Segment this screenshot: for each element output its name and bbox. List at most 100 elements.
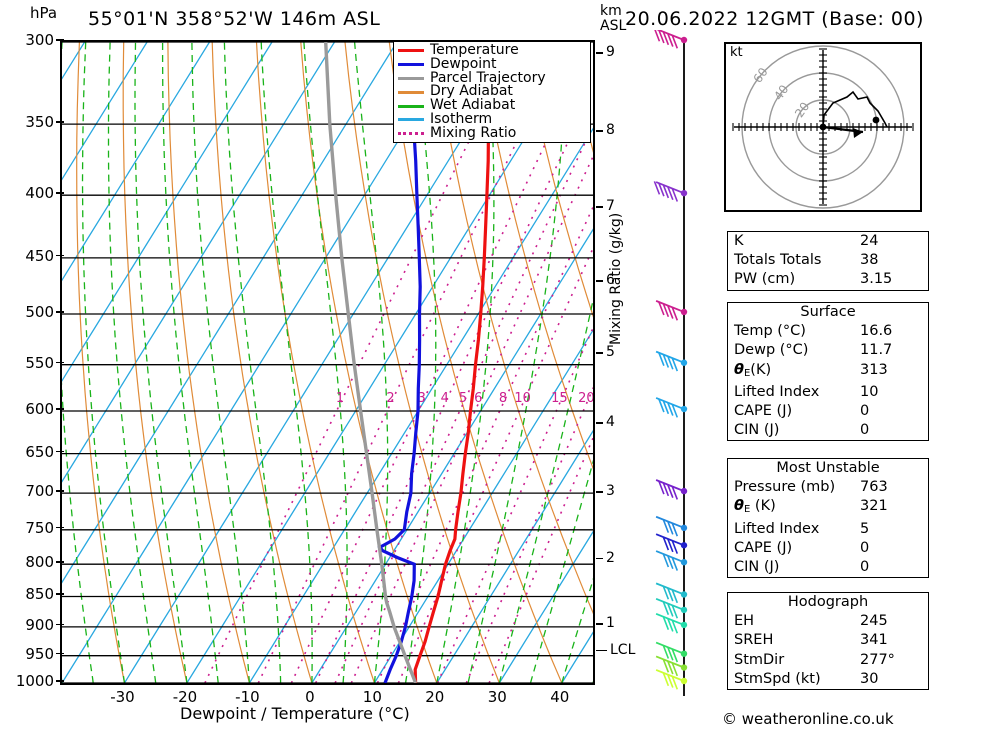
pressure-tick [56, 561, 64, 563]
pressure-tick-label: 500 [25, 302, 54, 321]
height-tick [596, 422, 603, 425]
page-title: 55°01'N 358°52'W 146m ASL [88, 8, 381, 30]
pressure-tick-label: 750 [25, 518, 54, 537]
x-axis-title: Dewpoint / Temperature (°C) [180, 704, 410, 723]
legend-item: Temperature [398, 42, 586, 58]
wind-barb [655, 533, 688, 554]
mixing-ratio-line [204, 131, 475, 683]
wind-barb [653, 27, 688, 49]
skewt-diagram[interactable]: 1 2 3 4 5 6 8 10 15 20 [60, 40, 595, 685]
pressure-tick-label: 350 [25, 113, 54, 132]
height-tick-label: 7 [606, 198, 615, 215]
panel-row-key: EH [734, 613, 755, 630]
panel-row-key: Lifted Index [734, 383, 820, 400]
panel-row: Dewp (°C) 11.7 [728, 341, 928, 360]
pressure-tick [56, 652, 64, 655]
mixing-ratio-label: 15 [551, 391, 568, 406]
pressure-tick-label: 900 [25, 615, 54, 634]
legend-label: Mixing Ratio [430, 124, 517, 141]
pressure-tick-label: 550 [25, 353, 54, 372]
wet-adiabat-line [81, 42, 126, 683]
panel-row-value: 341 [860, 632, 888, 649]
height-tick-label: 8 [606, 122, 615, 139]
temperature-tick-label: -10 [235, 688, 260, 706]
isotherm-line [498, 530, 593, 683]
temperature-tick-label: 20 [425, 688, 445, 706]
date-title: 20.06.2022 12GMT (Base: 00) [625, 8, 924, 30]
panel-row-key: Pressure (mb) [734, 479, 836, 496]
legend-swatch [398, 63, 424, 67]
legend-label: Dry Adiabat [430, 83, 513, 100]
dry-adiabat-line [122, 42, 188, 683]
panel-row: CIN (J) 0 [728, 421, 928, 440]
legend-item: Wet Adiabat [398, 97, 586, 114]
panel-row: SREH 341 [728, 631, 928, 650]
panel-row-value: 245 [860, 613, 888, 630]
panel-row-value: 5 [860, 520, 870, 537]
panel-row-value: 3.15 [860, 271, 893, 288]
panel-row-value: 0 [860, 422, 870, 439]
pressure-tick [56, 490, 64, 492]
mixing-ratio-label: 10 [514, 391, 531, 406]
panel-row-value: 0 [860, 539, 870, 556]
panel-row: Pressure (mb) 763 [728, 478, 928, 497]
storm-motion-arrow [853, 128, 863, 138]
panel-row-key: PW (cm) [734, 271, 796, 288]
legend-label: Temperature [430, 42, 519, 58]
skewt-canvas: 1 2 3 4 5 6 8 10 15 20 [62, 42, 593, 683]
height-tick-label: 6 [606, 272, 615, 289]
legend-item: Parcel Trajectory [398, 71, 586, 86]
panel-row-key: Lifted Index [734, 520, 820, 537]
temperature-tick-label: 40 [550, 688, 570, 706]
panel-row-key: StmSpd (kt) [734, 670, 821, 687]
panel-row-value: 0 [860, 403, 870, 420]
panel-row-value: 30 [860, 670, 879, 687]
wind-barb [655, 582, 688, 604]
panel-row-value: 0 [860, 559, 870, 576]
panel-row: EH 245 [728, 612, 928, 631]
panel-row: CIN (J) 0 [728, 558, 928, 577]
mixing-ratio-line [488, 436, 593, 683]
pressure-tick-label: 450 [25, 246, 54, 265]
dry-adiabat-line [76, 42, 126, 683]
height-tick-label: 9 [606, 44, 615, 61]
panel-row-value: 10 [860, 383, 879, 400]
wet-adiabat-line [260, 42, 313, 683]
pressure-tick [56, 526, 64, 529]
legend-item: Mixing Ratio [398, 124, 586, 141]
panel-row-key: Totals Totals [734, 252, 822, 269]
wet-adiabat-line [161, 42, 219, 683]
mixing-ratio-label: 6 [474, 391, 482, 406]
hodograph-plot[interactable]: 20 40 60 [724, 36, 922, 218]
dewpoint-curve [377, 42, 422, 683]
height-tick [596, 557, 603, 560]
mixing-ratio-label: 3 [418, 391, 426, 406]
mixing-ratio-line [314, 131, 574, 683]
pressure-tick-label: 1000 [15, 672, 54, 690]
panel-row-key: θE (K) [734, 498, 776, 516]
legend-label: Wet Adiabat [430, 97, 516, 114]
panel-row: Lifted Index 10 [728, 383, 928, 402]
mixing-ratio-label: 1 [336, 391, 344, 406]
panel-row: CAPE (J) 0 [728, 402, 928, 421]
pressure-unit-label: hPa [30, 4, 58, 22]
pressure-tick [56, 623, 64, 626]
panel-row-value: 11.7 [860, 342, 893, 359]
wind-barb [655, 550, 688, 571]
height-tick-label: 5 [606, 344, 615, 361]
dry-adiabat-line [211, 42, 313, 683]
wind-barb [655, 669, 688, 690]
panel-title: Most Unstable [776, 460, 880, 476]
panel-row-value: 763 [860, 479, 888, 496]
temperature-tick-label: 0 [305, 688, 315, 706]
wet-adiabat-line [223, 42, 282, 683]
mixing-ratio-line [334, 131, 591, 683]
wind-barb [655, 515, 688, 537]
temperature-tick-label: -20 [172, 688, 198, 706]
panel-row: Totals Totals 38 [728, 251, 928, 270]
isotherm-line [62, 42, 148, 181]
panel-hodograph: Hodograph EH 245 SREH 341 StmDir 277° StmSpd (k… [727, 592, 929, 691]
panel-row-key: SREH [734, 632, 774, 649]
height-tick [596, 280, 603, 282]
